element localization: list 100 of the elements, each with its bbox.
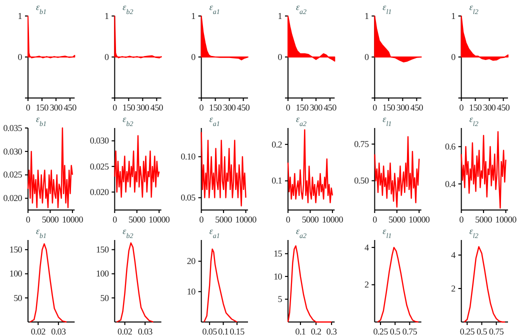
y-tick-label: 0.020 (3, 193, 23, 204)
line-series (374, 136, 420, 208)
y-tick-label: 5 (278, 294, 283, 304)
y-tick-label: 50 (14, 292, 23, 303)
chart-title: ε$_{l2}$ (469, 2, 479, 16)
y-tick-label: 0.035 (3, 122, 23, 133)
line-series (29, 243, 68, 323)
chart-title: ε$_{b1}$ (36, 114, 47, 128)
x-tick-label: 150 (36, 102, 50, 112)
x-tick-label: 0.03 (138, 326, 154, 336)
x-tick-label: 300 (50, 102, 64, 112)
x-tick-label: 0.1 (218, 326, 228, 336)
y-tick-label: 100 (96, 268, 110, 279)
x-tick-label: 0 (199, 102, 204, 112)
y-tick-label: 0.030 (90, 136, 110, 146)
chart-title: ε$_{l1}$ (382, 114, 392, 128)
chart-title: ε$_{b1}$ (36, 226, 47, 240)
y-tick-label: 0.030 (3, 146, 23, 156)
x-tick-label: 0 (199, 214, 204, 224)
chart-title: ε$_{b1}$ (36, 2, 47, 16)
x-tick-label: 300 (483, 102, 496, 112)
x-tick-label: 0.03 (51, 326, 67, 336)
line-series (464, 246, 506, 323)
x-tick-label: 5000 (42, 214, 60, 224)
y-tick-label: 20 (186, 256, 196, 266)
x-tick-label: 450 (64, 102, 78, 112)
x-tick-label: 150 (209, 102, 222, 112)
x-tick-label: 5000 (388, 214, 406, 224)
y-tick-label: 4 (364, 242, 370, 252)
y-tick-label: 0 (364, 52, 370, 62)
y-tick-label: 1 (104, 10, 109, 21)
x-tick-label: 0.75 (402, 326, 418, 336)
y-tick-label: 1 (364, 10, 369, 21)
x-tick-label: 0 (459, 214, 464, 224)
chart-title: ε$_{l1}$ (382, 2, 392, 16)
y-tick-label: 150 (9, 244, 23, 255)
chart-title: ε$_{a1}$ (209, 2, 220, 16)
chart-title: ε$_{b2}$ (122, 2, 134, 16)
x-tick-label: 300 (310, 102, 324, 112)
line-series (376, 246, 420, 323)
line-series (116, 242, 154, 323)
x-tick-label: 5000 (128, 214, 146, 224)
x-tick-label: 0 (372, 102, 378, 112)
x-tick-label: 10000 (495, 214, 518, 224)
y-tick-label: 2 (451, 283, 456, 294)
x-tick-label: 0 (26, 102, 31, 112)
x-tick-label: 5000 (215, 214, 233, 224)
y-tick-label: 0 (104, 52, 110, 62)
x-tick-label: 0.15 (230, 326, 246, 336)
y-tick-label: 4 (451, 250, 456, 260)
y-tick-label: 10 (274, 271, 283, 282)
x-tick-label: 0 (112, 102, 118, 112)
x-tick-label: 10000 (235, 214, 258, 224)
x-tick-label: 0.02 (118, 326, 132, 336)
x-tick-label: 10000 (408, 214, 430, 224)
line-series (203, 248, 238, 323)
x-tick-label: 0.05 (202, 326, 218, 336)
y-tick-label: 0.2 (272, 139, 282, 150)
x-tick-label: 0.25 (460, 326, 476, 336)
x-tick-label: 450 (150, 102, 164, 112)
y-tick-label: 0 (278, 52, 283, 62)
x-tick-label: 150 (382, 102, 396, 112)
y-tick-label: 100 (9, 268, 23, 279)
line-series (287, 129, 334, 204)
y-tick-label: 1 (191, 10, 196, 21)
x-tick-label: 0 (286, 214, 291, 224)
x-tick-label: 0 (286, 102, 291, 112)
chart-title: ε$_{b2}$ (122, 114, 134, 128)
x-tick-label: 0 (459, 102, 464, 112)
y-tick-label: 150 (96, 244, 110, 255)
y-tick-label: 2 (364, 280, 369, 290)
x-tick-label: 450 (237, 102, 250, 112)
x-tick-label: 10000 (62, 214, 84, 224)
y-tick-label: 0.75 (354, 138, 370, 149)
y-tick-label: 0.50 (354, 176, 370, 186)
x-tick-label: 5000 (475, 214, 493, 224)
chart-title: ε$_{a1}$ (209, 226, 220, 240)
y-tick-label: 1 (18, 10, 22, 21)
y-tick-label: 0.020 (90, 186, 110, 197)
x-tick-label: 0 (372, 214, 378, 224)
y-tick-label: 0.1 (272, 176, 282, 186)
y-tick-label: 0 (451, 52, 456, 62)
x-tick-label: 0.2 (310, 326, 322, 336)
x-tick-label: 0.75 (489, 326, 504, 336)
y-tick-label: 0 (18, 52, 23, 62)
x-tick-label: 0 (26, 214, 31, 224)
x-tick-label: 10000 (148, 214, 170, 224)
chart-title: ε$_{a2}$ (296, 114, 308, 128)
x-tick-label: 0.1 (295, 326, 306, 336)
x-tick-label: 150 (122, 102, 136, 112)
chart-title: ε$_{l2}$ (469, 226, 479, 240)
x-tick-label: 0.5 (476, 326, 488, 336)
x-tick-label: 150 (296, 102, 310, 112)
chart-title: ε$_{a2}$ (296, 2, 308, 16)
line-series (287, 245, 332, 323)
y-tick-label: 0.6 (444, 142, 456, 152)
line-series (200, 132, 246, 206)
chart-title: ε$_{l1}$ (382, 226, 392, 240)
x-tick-label: 450 (410, 102, 424, 112)
x-tick-label: 450 (497, 102, 510, 112)
